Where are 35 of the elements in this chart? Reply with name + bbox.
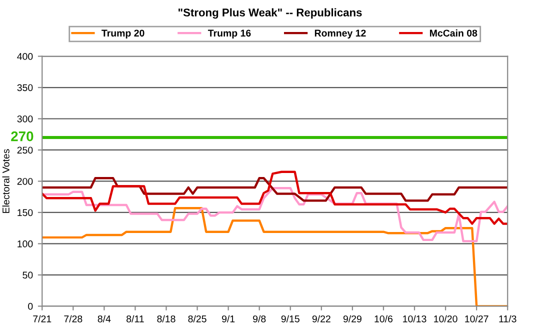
- legend-label: McCain 08: [430, 29, 478, 37]
- legend-label: Trump 20: [102, 30, 144, 38]
- chart-title: "Strong Plus Weak" -- Republicans: [178, 8, 362, 19]
- x-tick-label: 9/1: [222, 315, 235, 322]
- y-tick-label: 0: [28, 302, 33, 310]
- y-tick-label: 100: [18, 240, 33, 248]
- y-tick-label: 300: [17, 115, 33, 122]
- x-tick-label: 9/29: [343, 315, 362, 322]
- y-tick-label: 400: [17, 53, 33, 60]
- line-series: [42, 176, 508, 202]
- x-tick-label: 11/3: [499, 315, 516, 322]
- line-series: [42, 170, 508, 225]
- x-tick-label: 7/21: [33, 315, 52, 322]
- x-tick-label: 10/27: [465, 315, 488, 322]
- x-tick-label: 7/28: [64, 315, 82, 322]
- x-tick-label: 8/18: [157, 315, 176, 322]
- x-tick-label: 8/11: [126, 315, 144, 322]
- x-tick-label: 8/4: [98, 315, 111, 322]
- x-tick-label: 10/20: [434, 315, 458, 322]
- x-tick-label: 10/13: [403, 315, 426, 322]
- x-tick-label: 10/6: [374, 315, 393, 322]
- x-tick-label: 9/15: [281, 315, 300, 322]
- y-axis-title: Electoral Votes: [2, 149, 10, 213]
- x-tick-label: 8/25: [188, 315, 206, 322]
- y-tick-label: 200: [17, 178, 33, 185]
- line-series: [42, 186, 508, 242]
- x-tick-label: 9/22: [312, 315, 330, 322]
- y-tick-label: 50: [22, 272, 33, 279]
- y-tick-label: 250: [17, 146, 33, 154]
- legend-label: Trump 16: [208, 30, 251, 38]
- legend-label: Romney 12: [314, 30, 366, 38]
- x-tick-label: 9/8: [253, 315, 266, 322]
- ref-line-label: 270: [11, 131, 34, 142]
- y-tick-label: 150: [18, 209, 33, 216]
- y-tick-label: 350: [17, 84, 33, 92]
